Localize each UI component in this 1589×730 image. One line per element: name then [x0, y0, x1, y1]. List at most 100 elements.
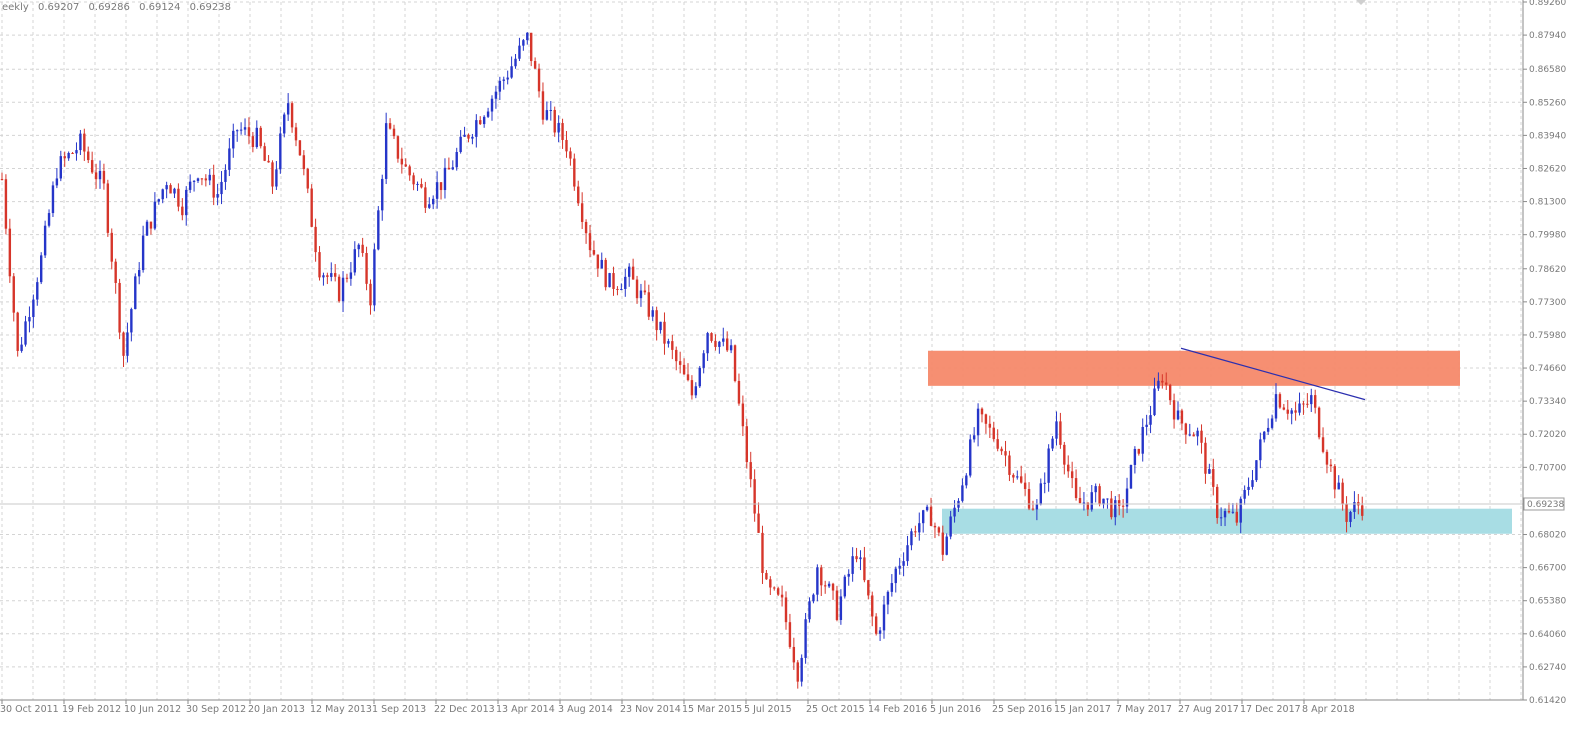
candle-body	[874, 616, 878, 634]
candle-body	[271, 162, 274, 187]
time-tick-label: 17 Dec 2017	[1240, 704, 1301, 715]
candle	[1290, 408, 1293, 425]
candle-body	[1176, 410, 1180, 420]
price-tick-label: 0.61420	[1529, 696, 1566, 706]
candle-body	[1298, 403, 1301, 413]
candle-body	[1341, 482, 1344, 505]
resistance-zone[interactable]	[928, 350, 1460, 386]
candle	[8, 218, 12, 283]
candle	[251, 131, 255, 153]
candle-body	[690, 380, 694, 396]
candle-body	[455, 151, 458, 168]
candle-body	[232, 130, 235, 149]
candle-body	[1314, 395, 1317, 408]
candle-body	[655, 310, 658, 331]
candle-body	[263, 146, 266, 161]
candle	[337, 274, 341, 303]
candle	[87, 146, 90, 164]
candle	[965, 473, 968, 489]
candle-body	[976, 408, 980, 436]
candle-body	[439, 182, 443, 191]
candle-body	[859, 557, 862, 560]
candle	[663, 312, 666, 355]
candle	[20, 337, 23, 353]
candle-body	[1098, 486, 1101, 505]
time-tick-label: 1 Sep 2013	[372, 704, 426, 715]
candle-body	[835, 590, 839, 620]
time-axis[interactable]: 30 Oct 2011 19 Feb 2012 10 Jun 2012 30 Sep …	[0, 700, 1355, 715]
candle	[533, 57, 537, 69]
candle	[1063, 441, 1066, 475]
price-tick-label: 0.72020	[1529, 430, 1566, 440]
candle	[220, 171, 223, 205]
scroll-marker-icon[interactable]	[1356, 0, 1366, 5]
candle-body	[706, 333, 709, 354]
candle	[134, 273, 137, 310]
candle	[784, 591, 788, 630]
candle	[569, 147, 572, 166]
candle	[1325, 449, 1329, 474]
candle-body	[1345, 504, 1348, 522]
candle	[32, 294, 35, 328]
candle-body	[79, 133, 82, 151]
candle-body	[212, 174, 215, 198]
candle	[549, 100, 552, 121]
candle	[878, 627, 882, 641]
candle-body	[1023, 482, 1027, 490]
candle	[1157, 372, 1160, 391]
high-value: 0.69286	[88, 2, 130, 13]
candle	[612, 266, 615, 296]
candle	[126, 322, 129, 363]
candle	[412, 172, 415, 191]
candle	[1263, 430, 1266, 443]
candle	[984, 413, 988, 434]
candle-body	[1008, 455, 1011, 475]
candle-body	[345, 277, 349, 279]
candle-body	[1137, 448, 1140, 454]
candle-body	[741, 403, 745, 427]
candle-body	[1078, 498, 1082, 504]
support-zone[interactable]	[942, 508, 1512, 534]
candle-body	[200, 178, 204, 180]
candle-body	[424, 187, 427, 208]
candle	[482, 115, 486, 128]
candle	[98, 160, 102, 189]
candle	[1106, 498, 1109, 509]
candle	[396, 135, 400, 163]
candle-body	[1168, 384, 1172, 401]
candle-body	[824, 585, 827, 587]
candle	[694, 382, 698, 399]
candle	[130, 307, 133, 342]
candle-body	[914, 531, 917, 533]
candle-body	[43, 225, 47, 256]
candle-body	[479, 120, 482, 125]
price-axis[interactable]: 0.89260 0.87940 0.86580 0.85260 0.83940 0.826…	[1523, 0, 1566, 706]
candle-body	[59, 156, 62, 179]
candle-body	[322, 275, 325, 278]
candle-body	[1192, 434, 1195, 437]
candle	[404, 158, 407, 167]
candle	[1129, 464, 1133, 489]
candle	[1294, 401, 1297, 421]
candle	[1039, 478, 1042, 506]
price-tick-label: 0.64060	[1529, 630, 1566, 640]
candle	[557, 115, 560, 143]
candle	[1266, 418, 1270, 435]
candle-body	[94, 172, 98, 180]
trendline[interactable]	[1180, 347, 1366, 401]
candle	[1082, 492, 1086, 511]
candle-body	[451, 167, 454, 170]
candle-body	[671, 341, 674, 350]
candle-body	[306, 169, 309, 189]
candle-body	[204, 178, 208, 181]
candle-body	[878, 630, 882, 634]
candle	[247, 117, 251, 145]
candle	[428, 197, 431, 209]
candle	[286, 93, 290, 121]
candle-body	[90, 160, 94, 173]
candle-body	[314, 226, 317, 253]
candle-body	[1302, 403, 1305, 405]
candle-body	[149, 221, 153, 229]
time-tick-label: 12 May 2013	[310, 704, 372, 715]
